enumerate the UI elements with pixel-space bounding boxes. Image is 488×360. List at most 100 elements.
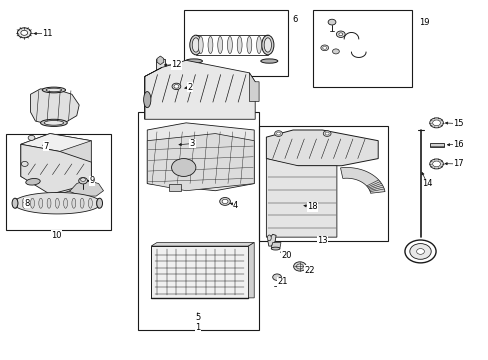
Polygon shape bbox=[267, 234, 276, 246]
Polygon shape bbox=[14, 193, 101, 214]
Text: 15: 15 bbox=[452, 119, 463, 128]
Circle shape bbox=[409, 244, 430, 259]
Text: 3: 3 bbox=[189, 139, 195, 148]
Ellipse shape bbox=[39, 198, 42, 208]
Polygon shape bbox=[144, 67, 162, 119]
Polygon shape bbox=[69, 180, 103, 196]
Text: 13: 13 bbox=[316, 236, 327, 245]
Bar bbox=[429, 143, 443, 147]
Circle shape bbox=[21, 161, 28, 166]
Circle shape bbox=[429, 159, 443, 169]
Polygon shape bbox=[169, 184, 181, 192]
Text: 18: 18 bbox=[306, 202, 317, 211]
Text: 21: 21 bbox=[277, 277, 287, 286]
Circle shape bbox=[416, 249, 424, 254]
Text: 5: 5 bbox=[195, 313, 200, 322]
Circle shape bbox=[172, 83, 181, 90]
Polygon shape bbox=[248, 243, 254, 298]
Polygon shape bbox=[271, 243, 281, 248]
Ellipse shape bbox=[41, 119, 67, 126]
Text: 20: 20 bbox=[281, 251, 291, 260]
Ellipse shape bbox=[47, 198, 51, 208]
Circle shape bbox=[219, 198, 230, 205]
Ellipse shape bbox=[30, 198, 34, 208]
Text: 17: 17 bbox=[452, 159, 463, 168]
Text: 9: 9 bbox=[89, 176, 94, 185]
Circle shape bbox=[79, 177, 87, 184]
Circle shape bbox=[272, 274, 281, 280]
Ellipse shape bbox=[72, 198, 76, 208]
Text: 11: 11 bbox=[42, 29, 53, 38]
Polygon shape bbox=[21, 134, 91, 152]
Circle shape bbox=[429, 118, 443, 128]
Circle shape bbox=[320, 45, 328, 51]
Circle shape bbox=[332, 49, 339, 54]
Ellipse shape bbox=[44, 121, 63, 125]
Ellipse shape bbox=[185, 59, 202, 63]
Circle shape bbox=[174, 85, 179, 88]
Ellipse shape bbox=[46, 88, 61, 92]
Ellipse shape bbox=[22, 198, 26, 208]
Polygon shape bbox=[151, 243, 254, 246]
Ellipse shape bbox=[55, 198, 59, 208]
Ellipse shape bbox=[271, 247, 280, 250]
Text: 7: 7 bbox=[43, 141, 49, 150]
Ellipse shape bbox=[97, 198, 101, 208]
Circle shape bbox=[323, 131, 330, 136]
Circle shape bbox=[21, 30, 28, 35]
Polygon shape bbox=[151, 246, 248, 298]
Circle shape bbox=[293, 262, 305, 271]
Bar bbox=[312, 10, 411, 87]
Ellipse shape bbox=[42, 87, 65, 93]
Ellipse shape bbox=[261, 35, 273, 55]
Ellipse shape bbox=[264, 38, 271, 52]
Polygon shape bbox=[266, 158, 336, 237]
Circle shape bbox=[296, 264, 303, 269]
Ellipse shape bbox=[63, 198, 67, 208]
Text: 10: 10 bbox=[51, 231, 61, 240]
Ellipse shape bbox=[14, 198, 18, 208]
Circle shape bbox=[432, 120, 440, 126]
Text: 8: 8 bbox=[24, 199, 29, 208]
Ellipse shape bbox=[217, 36, 222, 54]
Circle shape bbox=[222, 199, 227, 203]
Bar bbox=[155, 59, 165, 71]
Text: 22: 22 bbox=[304, 266, 315, 275]
Ellipse shape bbox=[161, 142, 170, 147]
Bar bbox=[6, 134, 111, 230]
Circle shape bbox=[322, 46, 326, 49]
Polygon shape bbox=[249, 73, 259, 102]
Polygon shape bbox=[147, 134, 254, 191]
Text: 4: 4 bbox=[233, 201, 238, 210]
Ellipse shape bbox=[158, 141, 173, 148]
Polygon shape bbox=[266, 130, 377, 166]
Ellipse shape bbox=[80, 198, 84, 208]
Polygon shape bbox=[340, 167, 384, 193]
Polygon shape bbox=[144, 60, 255, 119]
Text: 14: 14 bbox=[421, 179, 432, 188]
Text: 12: 12 bbox=[171, 60, 182, 69]
Circle shape bbox=[327, 19, 335, 25]
Ellipse shape bbox=[192, 38, 199, 52]
Ellipse shape bbox=[207, 36, 212, 54]
Ellipse shape bbox=[12, 198, 18, 208]
Ellipse shape bbox=[256, 36, 261, 54]
Circle shape bbox=[18, 28, 31, 38]
Ellipse shape bbox=[246, 36, 251, 54]
Ellipse shape bbox=[189, 35, 202, 55]
Circle shape bbox=[432, 161, 440, 167]
Polygon shape bbox=[147, 123, 254, 191]
Ellipse shape bbox=[227, 36, 232, 54]
Ellipse shape bbox=[88, 198, 92, 208]
Ellipse shape bbox=[260, 59, 277, 63]
Circle shape bbox=[325, 132, 328, 135]
Polygon shape bbox=[21, 134, 91, 194]
Circle shape bbox=[276, 132, 280, 135]
Ellipse shape bbox=[157, 71, 163, 73]
Text: 16: 16 bbox=[452, 140, 463, 149]
Bar bbox=[137, 112, 259, 330]
Text: 2: 2 bbox=[187, 83, 192, 92]
Text: 1: 1 bbox=[195, 323, 200, 332]
Ellipse shape bbox=[143, 91, 151, 108]
Circle shape bbox=[28, 135, 35, 140]
